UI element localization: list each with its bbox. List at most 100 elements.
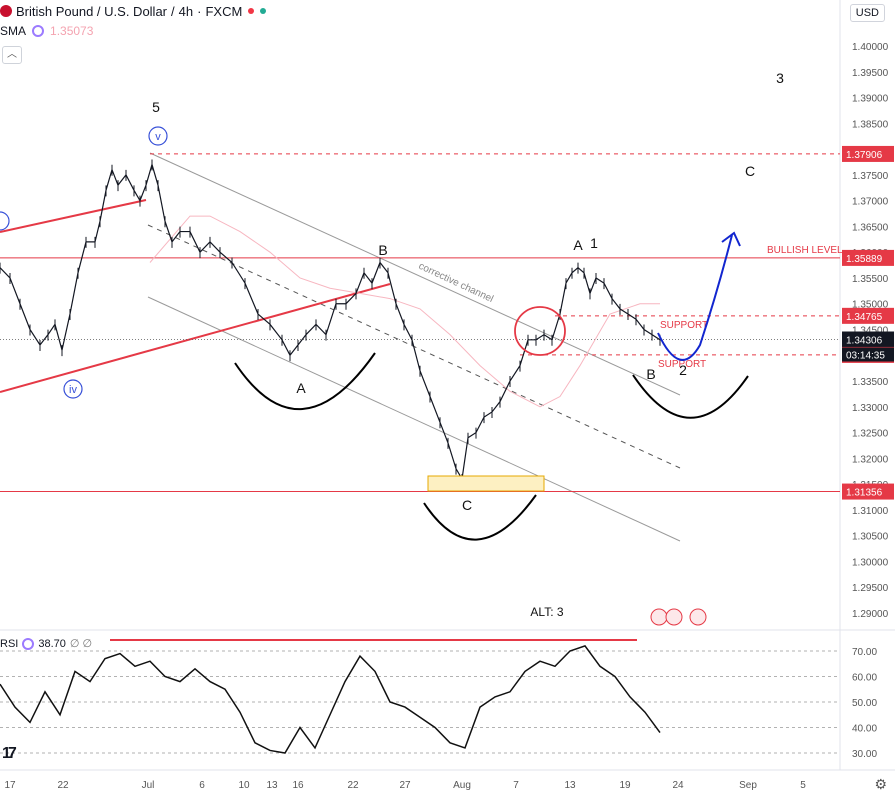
channel-lower-line [147, 296, 681, 542]
event-flag-icon [689, 608, 707, 626]
price-tick-label: 1.29500 [852, 583, 889, 594]
price-tag-label: 1.34765 [846, 312, 883, 323]
wave-label: C [462, 497, 472, 513]
projection-path [657, 234, 733, 361]
wave-label: ALT: 3 [530, 605, 563, 619]
price-tick-label: 1.32000 [852, 454, 889, 465]
settings-gear-icon[interactable]: ⚙ [874, 776, 887, 792]
level-label: BULLISH LEVEL [767, 245, 843, 256]
countdown-bg [842, 347, 894, 362]
price-tick-label: 1.30500 [852, 532, 889, 543]
price-tick-label: 1.29000 [852, 609, 889, 620]
time-tick-label: 27 [399, 780, 411, 791]
price-tag-bg [842, 145, 894, 162]
price-tick-label: 1.31000 [852, 506, 889, 517]
market-closed-dot-icon [248, 8, 255, 14]
channel-upper-line [149, 152, 681, 396]
wedge-upper-line [0, 199, 147, 233]
price-tick-label: 1.37500 [852, 171, 889, 182]
time-tick-label: 16 [292, 780, 304, 791]
rsi-line [0, 645, 661, 754]
price-tag-bg [842, 331, 894, 348]
rsi-tick-label: 40.00 [852, 724, 877, 735]
breakout-circle [514, 306, 566, 356]
price-tag-bg [842, 249, 894, 266]
wave-label: 5 [152, 99, 160, 115]
event-flag-icon [665, 608, 683, 626]
symbol-name[interactable]: British Pound / U.S. Dollar [16, 3, 168, 19]
time-tick-label: 13 [266, 780, 278, 791]
indicator-settings-icon[interactable] [32, 25, 45, 37]
time-tick-label: 24 [672, 780, 684, 791]
wave-label: B [378, 242, 387, 258]
rsi-tick-label: 70.00 [852, 647, 877, 658]
data-live-dot-icon [260, 8, 267, 14]
chart-header: British Pound / U.S. Dollar / 4h · FXCM [0, 0, 267, 22]
rsi-label: RSI [0, 637, 19, 650]
price-tick-label: 1.37000 [852, 197, 889, 208]
price-tick-label: 1.34500 [852, 326, 889, 337]
wave-label: C [745, 163, 755, 179]
pattern-arc-b [632, 374, 749, 419]
projection-arrow [721, 231, 741, 247]
demand-zone-box [427, 475, 545, 492]
interval-label[interactable]: 4h [178, 3, 194, 19]
wave-label: v [155, 131, 161, 143]
rsi-tick-label: 50.00 [852, 698, 877, 709]
price-tick-label: 1.33000 [852, 403, 889, 414]
sma-line [149, 215, 660, 408]
price-tag-label: 1.31356 [846, 488, 883, 499]
price-tick-label: 1.30000 [852, 557, 889, 568]
event-flag-icon [650, 608, 668, 626]
price-line [0, 162, 661, 481]
rsi-extra: ∅ ∅ [69, 638, 93, 650]
rsi-settings-icon[interactable] [22, 637, 35, 650]
time-tick-label: 19 [619, 780, 631, 791]
wave-label: 3 [776, 70, 784, 86]
pattern-arc-a [234, 352, 376, 411]
time-tick-label: 13 [564, 780, 576, 791]
wave-label: A [296, 380, 306, 396]
time-tick-label: Jul [142, 780, 155, 791]
time-tick-label: 7 [513, 780, 519, 791]
price-tag-bg [842, 307, 894, 324]
price-tick-label: 1.40000 [852, 42, 889, 53]
wave-circle [148, 126, 168, 146]
time-tick-label: 5 [800, 780, 806, 791]
sma-legend[interactable]: SMA 1.35073 [0, 24, 93, 38]
collapse-legend-button[interactable]: ︿ [2, 46, 22, 64]
sma-label: SMA [0, 24, 27, 38]
price-tag-label: 1.35889 [846, 254, 883, 265]
wave-label: 2 [679, 362, 687, 378]
rsi-value: 38.70 [38, 637, 66, 650]
time-tick-label: 6 [199, 780, 205, 791]
time-tick-label: 22 [57, 780, 69, 791]
wave-circle [63, 379, 83, 399]
time-tick-label: Sep [739, 780, 757, 791]
price-tick-label: 1.38500 [852, 119, 889, 130]
currency-button[interactable]: USD [849, 4, 885, 22]
price-tick-label: 1.36500 [852, 222, 889, 233]
price-tick-label: 1.32500 [852, 429, 889, 440]
time-tick-label: Aug [453, 780, 471, 791]
wave-label: iv [69, 384, 77, 396]
wave-label: A [573, 237, 583, 253]
pattern-arc-c [423, 494, 537, 541]
wedge-lower-line [0, 283, 391, 393]
time-tick-label: 22 [347, 780, 359, 791]
wave-label: B [646, 366, 655, 382]
price-tick-label: 1.35000 [852, 300, 889, 311]
rsi-tick-label: 30.00 [852, 749, 877, 760]
time-tick-label: 10 [238, 780, 250, 791]
rsi-legend[interactable]: RSI 38.70 ∅ ∅ [0, 637, 92, 650]
tradingview-logo-icon[interactable]: 17 [2, 745, 17, 762]
uk-flag-icon [0, 5, 12, 17]
wave-circle-left [0, 211, 10, 231]
wave-label: 1 [590, 235, 598, 251]
price-tick-label: 1.35500 [852, 274, 889, 285]
rsi-tick-label: 60.00 [852, 673, 877, 684]
level-label: SUPPORT [660, 320, 708, 331]
price-tag-label: 1.34306 [846, 335, 883, 346]
price-tag-label: 1.37906 [846, 150, 883, 161]
